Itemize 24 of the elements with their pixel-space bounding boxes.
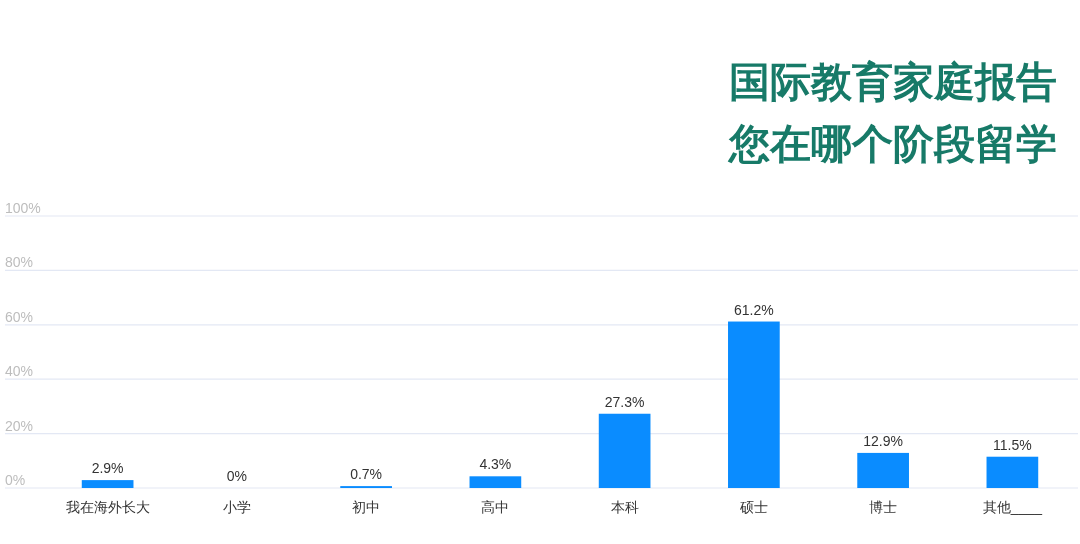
data-label: 4.3% [479, 456, 512, 473]
x-tick-label: 小学 [222, 499, 251, 515]
x-tick-label: 本科 [610, 499, 639, 515]
x-tick-label: 我在海外长大 [65, 499, 150, 515]
x-tick-label: 硕士 [739, 499, 768, 515]
y-tick-label: 60% [5, 308, 34, 325]
data-label: 2.9% [91, 460, 124, 477]
data-label: 12.9% [863, 432, 903, 449]
x-tick-label: 其他____ [982, 499, 1042, 515]
y-tick-label: 100% [5, 200, 41, 216]
data-label: 11.5% [993, 436, 1032, 453]
data-label: 27.3% [604, 393, 645, 410]
data-label: 0.7% [350, 466, 383, 483]
y-tick-label: 0% [5, 472, 26, 488]
x-tick-label: 初中 [352, 499, 381, 515]
data-label: 61.2% [734, 301, 774, 318]
data-label: 0% [226, 468, 247, 484]
x-tick-label: 高中 [481, 499, 510, 515]
subtitle: 您在哪个阶段留学 [729, 121, 1057, 167]
title: 国际教育家庭报告 [729, 59, 1057, 105]
y-tick-label: 40% [5, 363, 34, 380]
y-tick-label: 80% [5, 254, 34, 271]
y-tick-label: 20% [5, 417, 34, 434]
x-tick-label: 博士 [869, 499, 898, 515]
